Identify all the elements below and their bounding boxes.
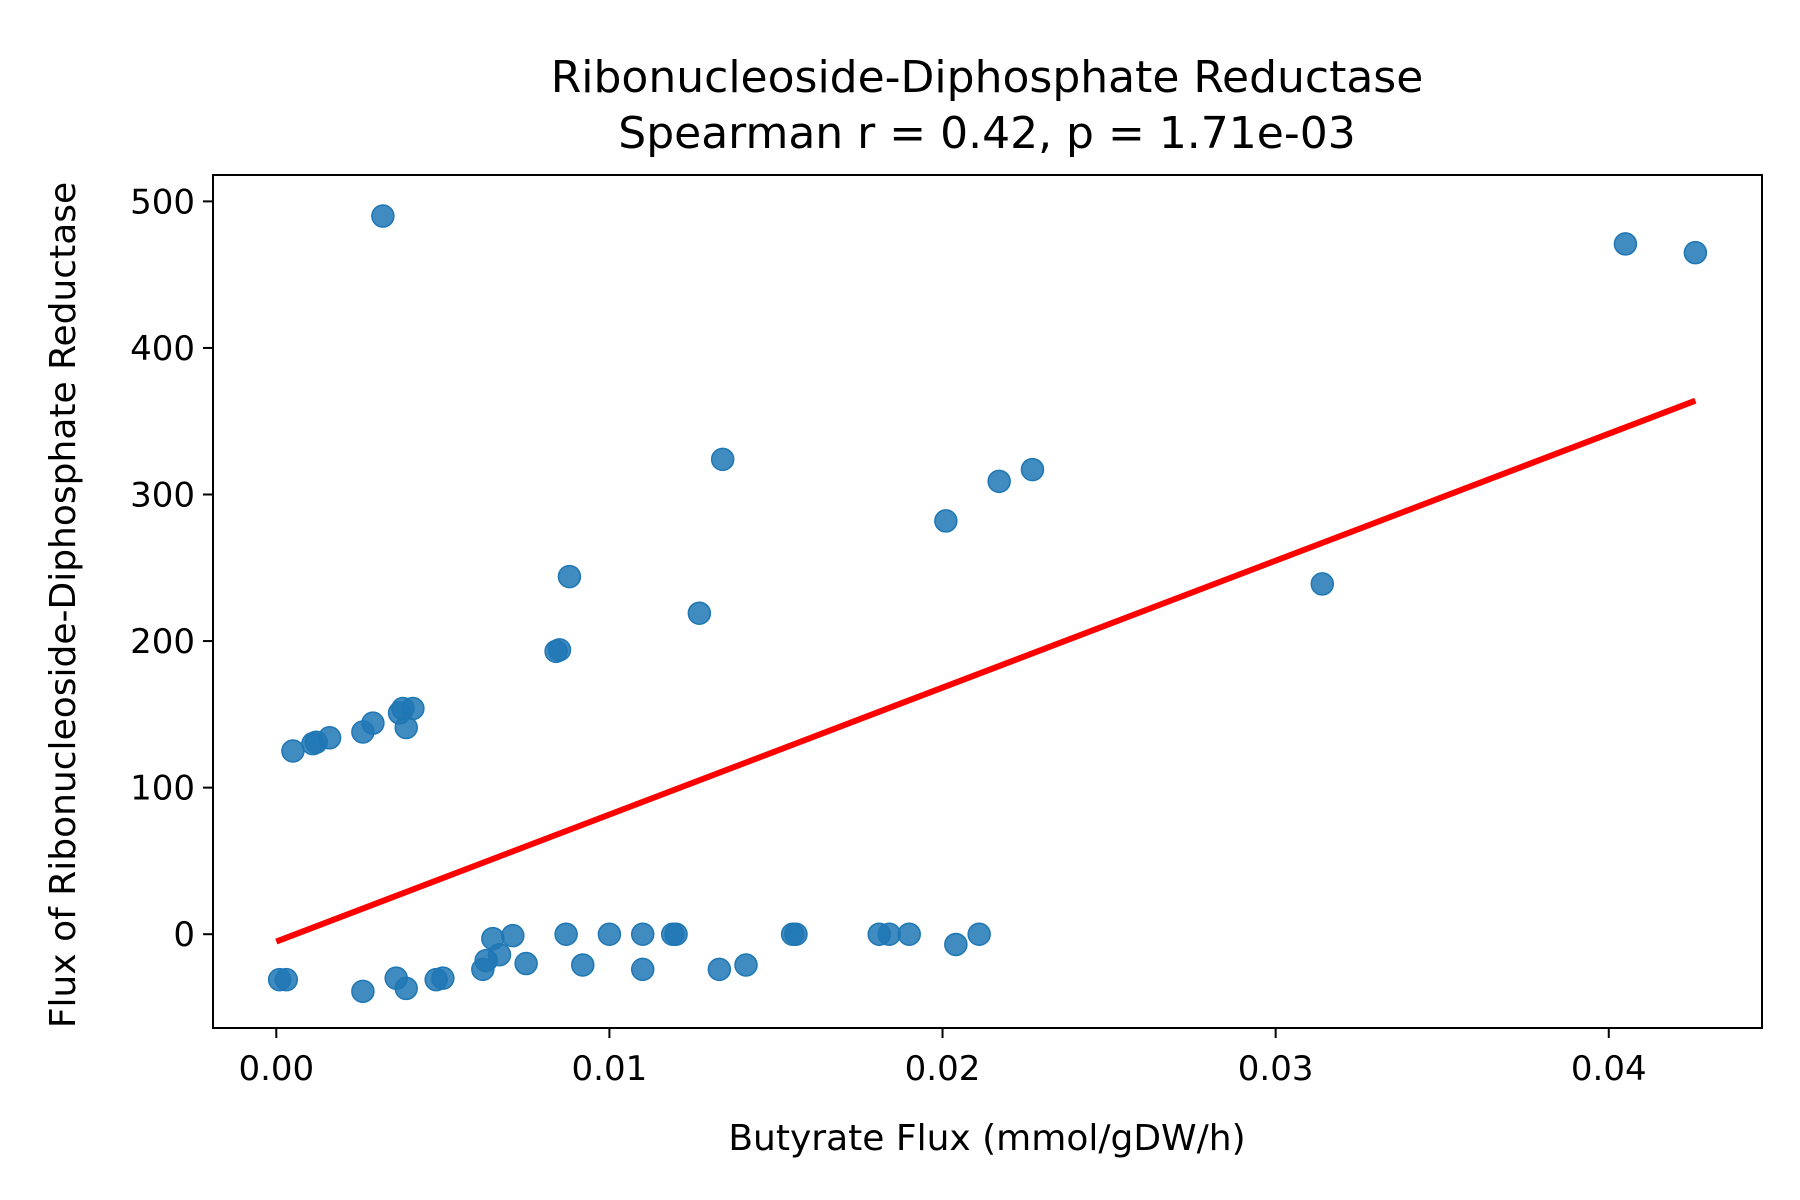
data-point [431, 966, 455, 990]
data-point [1683, 240, 1708, 265]
y-axis-label: Flux of Ribonucleoside-Diphosphate Reduc… [43, 182, 84, 1028]
data-point [544, 639, 568, 664]
data-point [471, 957, 495, 982]
y-tick-label: 300 [130, 476, 195, 516]
data-point [554, 922, 578, 946]
data-point [967, 922, 991, 946]
data-point [557, 564, 582, 589]
x-axis-label: Butyrate Flux (mmol/gDW/h) [728, 1118, 1245, 1159]
data-point [394, 715, 418, 740]
data-point [987, 469, 1011, 494]
data-point [660, 922, 685, 946]
y-tick-label: 200 [130, 622, 195, 662]
data-point [597, 922, 622, 946]
chart-title: Ribonucleoside-Diphosphate Reductase [551, 52, 1424, 103]
y-tick-label: 500 [130, 182, 195, 222]
data-point [710, 447, 735, 472]
data-point [630, 957, 655, 982]
data-point [571, 953, 595, 977]
y-axis: 0 100 200 300 400 500 [130, 182, 213, 955]
data-point [501, 923, 525, 948]
data-point [394, 976, 418, 1001]
plot-area [267, 204, 1708, 1004]
x-axis: 0.00 0.01 0.02 0.03 0.04 [238, 1028, 1647, 1089]
data-point [897, 922, 921, 946]
data-point [1310, 572, 1335, 596]
data-point [934, 509, 958, 533]
x-tick-label: 0.01 [572, 1049, 648, 1089]
data-point [274, 967, 299, 992]
x-tick-label: 0.02 [905, 1049, 981, 1089]
data-point [1020, 457, 1045, 482]
data-point [1613, 232, 1638, 256]
data-point [877, 922, 901, 946]
data-point [630, 922, 655, 946]
y-tick-label: 100 [130, 769, 195, 809]
data-point [944, 932, 968, 957]
data-point [281, 739, 305, 763]
data-point [371, 204, 395, 228]
y-tick-label: 400 [130, 329, 195, 369]
x-tick-label: 0.00 [238, 1049, 314, 1089]
data-point [707, 957, 732, 982]
chart-subtitle: Spearman r = 0.42, p = 1.71e-03 [618, 108, 1355, 159]
data-point [734, 953, 758, 977]
data-point [687, 601, 712, 625]
x-tick-label: 0.04 [1571, 1049, 1647, 1089]
data-point [351, 720, 375, 744]
data-point [351, 979, 375, 1004]
plot-frame [212, 174, 1763, 1029]
data-point [301, 731, 325, 756]
x-tick-label: 0.03 [1238, 1049, 1314, 1089]
data-point [784, 922, 808, 946]
y-tick-label: 0 [173, 915, 195, 955]
data-point [514, 951, 538, 976]
regression-line [275, 397, 1697, 945]
